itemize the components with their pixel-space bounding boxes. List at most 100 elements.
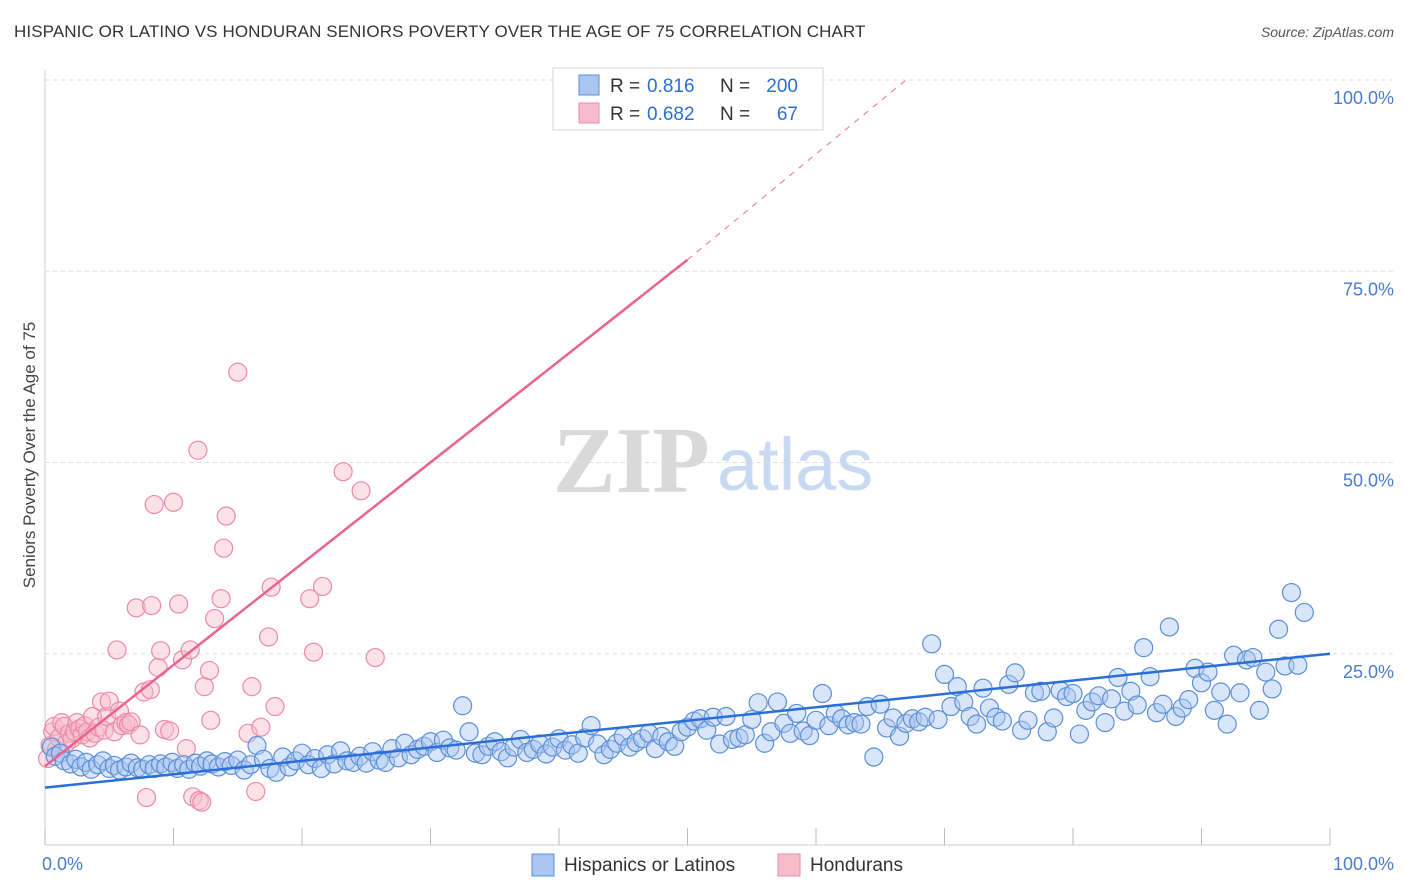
hispanic-point — [1281, 582, 1302, 603]
honduran-point — [312, 576, 333, 597]
hispanic-point — [767, 692, 788, 712]
hispanic-point — [1256, 662, 1276, 682]
honduran-point — [148, 657, 168, 678]
honduran-point — [214, 538, 234, 558]
hispanic-point — [928, 709, 948, 730]
hispanic-point — [1153, 694, 1173, 714]
source-note: Source: ZipAtlas.com — [1260, 24, 1394, 40]
hispanic-point — [1243, 647, 1263, 668]
hispanic-point — [292, 743, 312, 763]
y-axis-title: Seniors Poverty Over the Age of 75 — [20, 322, 39, 588]
hispanic-point — [1211, 682, 1231, 702]
stats-r-label-pink: R = — [610, 104, 640, 125]
honduran-point — [351, 481, 371, 501]
hondurans-points — [37, 362, 385, 812]
hispanic-point — [922, 634, 942, 654]
honduran-point — [188, 440, 208, 460]
stats-n-label-blue: N = — [720, 76, 750, 97]
honduran-point — [246, 781, 266, 802]
hispanic-point — [710, 734, 730, 754]
honduran-point — [265, 696, 285, 717]
hispanic-point — [1101, 689, 1122, 709]
honduran-point — [242, 677, 262, 697]
honduran-point — [258, 627, 279, 647]
legend-label-hispanics: Hispanics or Latinos — [564, 855, 735, 876]
honduran-point — [99, 691, 119, 711]
y-tick-label-100: 100.0% — [1333, 88, 1394, 108]
y-tick-label-75: 75.0% — [1343, 279, 1394, 299]
watermark: ZIP atlas — [553, 409, 873, 513]
honduran-point — [251, 717, 271, 737]
hispanic-point — [523, 739, 543, 759]
watermark-atlas: atlas — [717, 423, 873, 506]
stats-r-value-blue: 0.816 — [647, 76, 695, 97]
hispanic-point — [1294, 602, 1314, 623]
honduran-point — [91, 692, 112, 712]
hispanics-trend-line — [44, 652, 1331, 789]
hispanic-point — [459, 722, 479, 742]
hispanic-point — [960, 706, 980, 727]
honduran-point — [211, 589, 231, 609]
hispanic-point — [99, 758, 119, 779]
hispanic-point — [1011, 720, 1032, 740]
honduran-point — [142, 595, 162, 616]
hispanic-point — [1044, 708, 1064, 728]
stats-n-value-pink: 67 — [777, 104, 798, 125]
x-tick-label-max: 100.0% — [1333, 854, 1394, 874]
hispanic-point — [1262, 679, 1282, 699]
honduran-point — [160, 721, 180, 741]
honduran-point — [89, 717, 109, 737]
hispanic-point — [88, 755, 108, 775]
stats-n-label-pink: N = — [720, 104, 750, 125]
honduran-point — [192, 792, 212, 812]
x-tick-label-min: 0.0% — [42, 854, 83, 874]
hispanic-point — [228, 750, 248, 770]
hispanic-point — [1230, 683, 1250, 703]
honduran-point — [205, 608, 225, 629]
stats-r-value-pink: 0.682 — [647, 104, 695, 125]
hispanic-point — [774, 713, 794, 733]
honduran-point — [169, 594, 189, 614]
hispanic-point — [1217, 714, 1237, 734]
watermark-zip: ZIP — [553, 409, 710, 513]
y-tick-label-25: 25.0% — [1343, 662, 1394, 682]
hispanic-point — [1127, 695, 1147, 715]
honduran-point — [136, 787, 157, 808]
honduran-point — [303, 642, 324, 662]
honduran-point — [151, 641, 171, 661]
hispanic-point — [1095, 712, 1115, 733]
hispanics-points — [41, 582, 1314, 782]
stats-n-value-blue: 200 — [766, 76, 798, 97]
honduran-point — [194, 677, 214, 697]
hispanic-point — [992, 711, 1012, 731]
hispanic-point — [941, 696, 961, 717]
hispanic-point — [498, 748, 518, 768]
grid-lines — [45, 79, 1394, 655]
hispanic-point — [1063, 683, 1083, 704]
stats-swatch-blue — [578, 74, 600, 96]
hispanic-point — [594, 745, 614, 765]
hispanic-point — [652, 726, 672, 746]
hispanic-point — [883, 708, 903, 728]
trend-lines — [44, 79, 1331, 789]
honduran-point — [144, 494, 164, 515]
hispanic-point — [587, 734, 608, 754]
hispanic-point — [967, 714, 987, 734]
honduran-point — [300, 589, 320, 609]
honduran-point — [228, 362, 248, 382]
honduran-point — [365, 647, 385, 668]
stats-swatch-pink — [578, 102, 600, 124]
honduran-point — [333, 462, 353, 482]
hispanic-point — [632, 729, 653, 749]
hispanic-point — [1134, 638, 1154, 658]
hispanic-point — [1268, 619, 1289, 639]
hispanic-point — [844, 712, 865, 733]
honduran-point — [126, 598, 146, 618]
hispanic-point — [864, 747, 884, 767]
y-tick-label-50: 50.0% — [1343, 471, 1394, 491]
honduran-point — [216, 506, 236, 526]
legend-label-hondurans: Hondurans — [810, 855, 903, 876]
chart-title: HISPANIC OR LATINO VS HONDURAN SENIORS P… — [14, 22, 866, 41]
legend-swatch-hondurans — [777, 853, 801, 877]
